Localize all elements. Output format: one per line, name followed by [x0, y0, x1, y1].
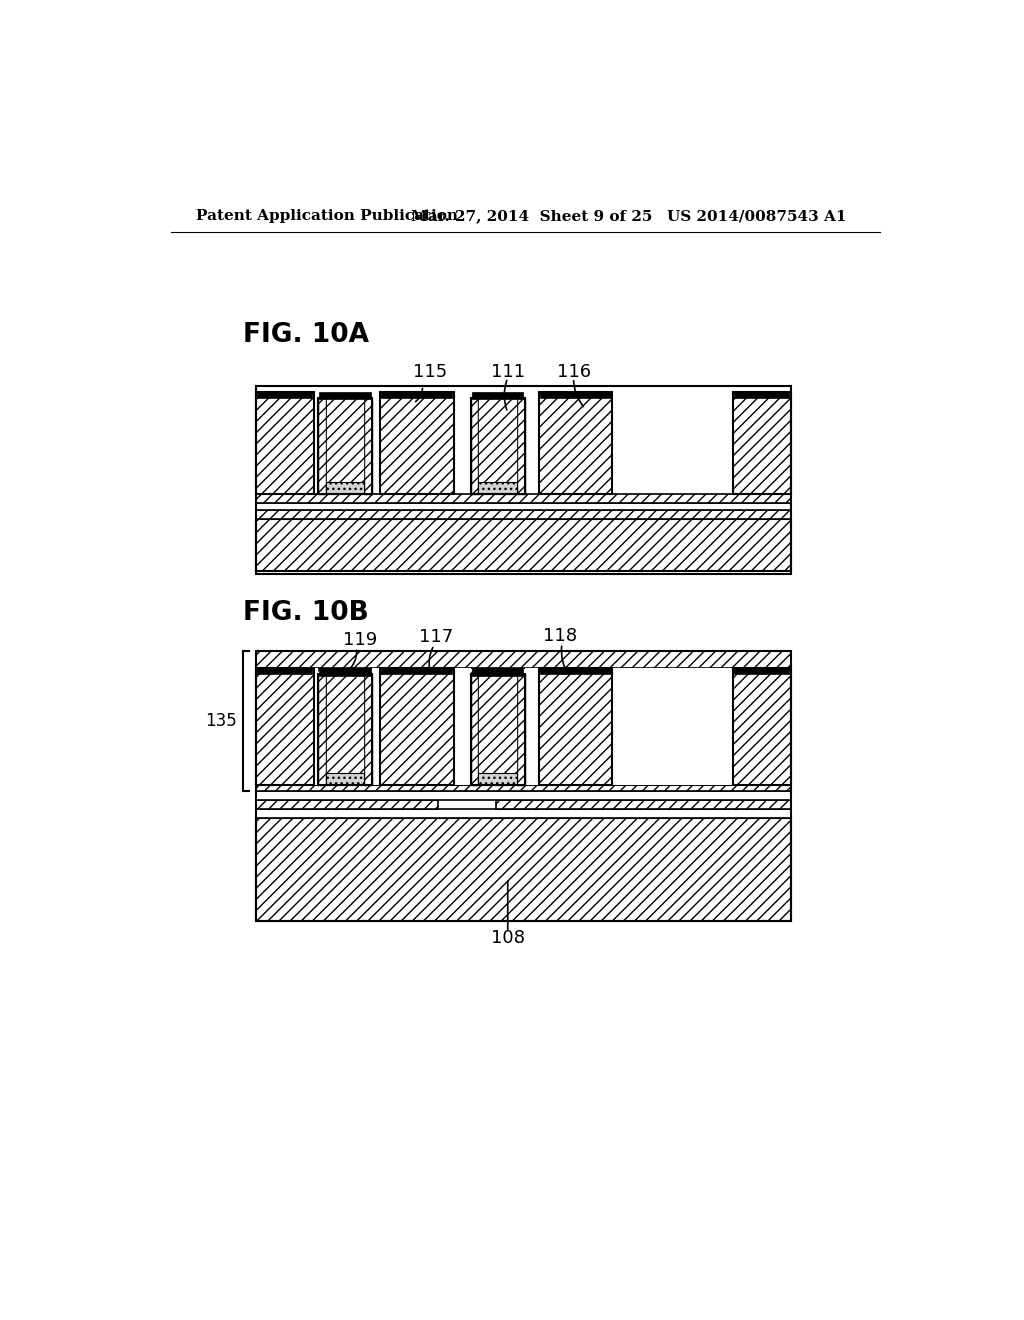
Bar [732, 392, 791, 494]
Bar [496, 800, 791, 809]
Bar [478, 397, 517, 482]
Bar [326, 675, 365, 774]
Text: US 2014/0087543 A1: US 2014/0087543 A1 [667, 209, 846, 223]
Text: 117: 117 [419, 628, 453, 647]
Bar [256, 503, 791, 510]
Bar [541, 392, 611, 397]
Bar [256, 809, 791, 817]
Text: FIG. 10A: FIG. 10A [243, 322, 369, 348]
Bar [612, 668, 732, 785]
Text: 135: 135 [205, 713, 237, 730]
Bar [539, 392, 612, 494]
Bar [256, 519, 791, 572]
Text: Patent Application Publication: Patent Application Publication [197, 209, 458, 223]
Bar [256, 785, 791, 792]
Bar [517, 397, 524, 494]
Bar [317, 397, 372, 494]
Bar [317, 397, 326, 494]
Bar [380, 392, 454, 494]
Bar [256, 651, 791, 668]
Bar [256, 800, 438, 809]
Bar [524, 668, 539, 785]
Bar [257, 668, 312, 675]
Bar [256, 792, 791, 800]
Bar [256, 668, 314, 785]
Bar [478, 675, 517, 774]
Bar [257, 392, 312, 397]
Bar [472, 668, 523, 676]
Bar [471, 675, 478, 785]
Bar [471, 397, 524, 494]
Text: 108: 108 [490, 929, 524, 946]
Bar [326, 397, 365, 482]
Bar [256, 494, 791, 503]
Bar [256, 510, 791, 519]
Bar [319, 668, 371, 676]
Bar [314, 668, 317, 785]
Bar [372, 668, 380, 785]
Bar [734, 392, 790, 397]
Bar [256, 668, 791, 785]
Bar [517, 675, 524, 785]
Bar [319, 392, 371, 400]
Text: FIG. 10B: FIG. 10B [243, 599, 369, 626]
Bar [541, 668, 611, 675]
Bar [256, 817, 791, 921]
Bar [326, 482, 365, 494]
Bar [256, 392, 791, 494]
Bar [478, 774, 517, 785]
Bar [381, 392, 452, 397]
Bar [454, 668, 471, 785]
Bar [317, 675, 326, 785]
Bar [471, 397, 478, 494]
Text: 119: 119 [343, 631, 378, 648]
Bar [380, 668, 454, 785]
Bar [365, 397, 372, 494]
Bar [472, 392, 523, 400]
Bar [381, 668, 452, 675]
Bar [478, 482, 517, 494]
Bar [471, 675, 524, 785]
Text: 111: 111 [490, 363, 525, 380]
Bar [365, 675, 372, 785]
Text: Mar. 27, 2014  Sheet 9 of 25: Mar. 27, 2014 Sheet 9 of 25 [411, 209, 652, 223]
Bar [256, 392, 314, 494]
Bar [734, 668, 790, 675]
Bar [732, 668, 791, 785]
Bar [317, 675, 372, 785]
Bar [539, 668, 612, 785]
Text: 115: 115 [413, 363, 447, 380]
Bar [326, 774, 365, 785]
Text: 118: 118 [544, 627, 578, 644]
Text: 116: 116 [557, 363, 591, 380]
